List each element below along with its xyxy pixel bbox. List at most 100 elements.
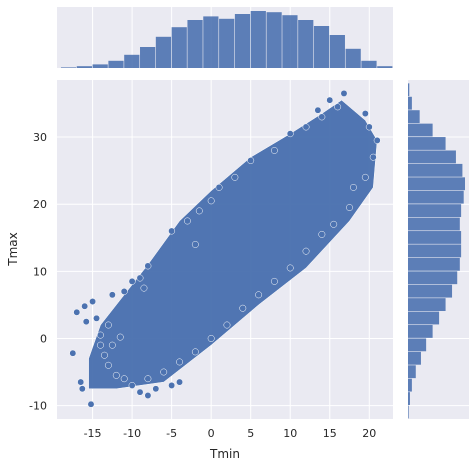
- scatter-point: [215, 183, 223, 191]
- top-marginal-panel: [57, 7, 393, 68]
- top-histogram-bar: [76, 66, 92, 68]
- right-histogram-bar: [408, 338, 427, 352]
- scatter-point: [144, 392, 152, 399]
- right-histogram-bar: [408, 177, 465, 191]
- y-tick-label: 20: [33, 198, 47, 211]
- right-histogram-bar: [408, 190, 464, 204]
- right-histogram-bar: [408, 137, 446, 150]
- scatter-point: [350, 183, 357, 191]
- scatter-point: [326, 96, 334, 104]
- top-histogram-bar: [329, 35, 345, 68]
- right-histogram-bar: [408, 96, 412, 110]
- scatter-point: [223, 321, 231, 329]
- scatter-point: [97, 341, 104, 349]
- top-histogram-bar: [266, 12, 282, 68]
- x-tick-label: 0: [208, 427, 215, 440]
- x-axis-label: Tmin: [209, 447, 240, 461]
- scatter-point: [270, 277, 278, 285]
- right-histogram-bar: [408, 123, 433, 137]
- scatter-point: [231, 173, 239, 181]
- scatter-point: [330, 220, 338, 228]
- scatter-points: [69, 89, 381, 408]
- scatter-point: [108, 291, 116, 299]
- top-histogram-bar: [361, 60, 377, 68]
- scatter-point: [365, 123, 373, 131]
- scatter-point: [361, 110, 369, 118]
- right-histogram-bar: [408, 311, 440, 325]
- y-tick-labels: -10 0 10 20 30: [29, 131, 47, 413]
- y-tick-label: -10: [29, 400, 47, 413]
- scatter-point: [112, 371, 120, 379]
- scatter-point: [104, 361, 112, 369]
- right-histogram-bar: [408, 83, 410, 97]
- x-tick-label: -10: [123, 427, 141, 440]
- scatter-point: [334, 103, 342, 111]
- scatter-point: [286, 130, 294, 138]
- scatter-point: [239, 304, 247, 312]
- scatter-point: [176, 358, 183, 366]
- scatter-point: [144, 262, 152, 270]
- scatter-point: [176, 378, 183, 386]
- scatter-point: [100, 351, 108, 359]
- top-histogram-bar: [60, 67, 77, 68]
- scatter-point: [82, 318, 90, 326]
- top-histogram-bar: [92, 64, 108, 68]
- scatter-point: [136, 274, 144, 282]
- y-tick-label: 0: [40, 332, 47, 345]
- scatter-point: [73, 308, 81, 316]
- scatter-point: [191, 241, 199, 248]
- top-histogram-bar: [313, 26, 330, 68]
- scatter-point: [373, 136, 381, 144]
- scatter-point: [340, 89, 348, 97]
- scatter-point: [286, 264, 294, 272]
- x-tick-label: 5: [247, 427, 254, 440]
- right-histogram-bar: [408, 325, 433, 338]
- scatter-point: [87, 400, 95, 408]
- scatter-point: [168, 227, 176, 235]
- scatter-point: [160, 368, 168, 376]
- right-marginal-panel: [408, 80, 469, 419]
- scatter-point: [93, 314, 100, 322]
- right-histogram-bar: [408, 150, 456, 164]
- scatter-point: [318, 230, 326, 238]
- right-histogram-bar: [408, 257, 460, 271]
- x-tick-label: 10: [283, 427, 297, 440]
- scatter-point: [302, 123, 310, 131]
- scatter-point: [128, 277, 136, 285]
- scatter-point: [369, 153, 377, 161]
- scatter-point: [81, 302, 89, 310]
- right-histogram-bar: [408, 217, 460, 231]
- scatter-point: [255, 291, 263, 299]
- top-histogram-bar: [140, 47, 156, 68]
- scatter-point: [144, 375, 152, 383]
- scatter-point: [77, 378, 85, 386]
- scatter-point: [136, 388, 144, 396]
- x-tick-label: 20: [362, 427, 376, 440]
- x-tick-label: -5: [166, 427, 177, 440]
- right-histogram-bar: [408, 378, 412, 392]
- scatter-point: [207, 197, 215, 205]
- y-tick-label: 30: [33, 131, 47, 144]
- right-histogram-bar: [408, 405, 409, 419]
- scatter-point: [195, 207, 203, 215]
- top-histogram-bar: [219, 18, 235, 68]
- scatter-point: [270, 147, 278, 154]
- top-histogram-bar: [250, 11, 266, 68]
- right-histogram-bar: [408, 163, 463, 177]
- right-histogram-bar: [408, 110, 420, 124]
- y-axis-label: Tmax: [6, 232, 20, 266]
- scatter-point: [346, 204, 353, 211]
- scatter-point: [78, 385, 86, 393]
- top-histogram-bar: [234, 14, 251, 68]
- scatter-point: [140, 284, 148, 292]
- right-marginal-histogram: [408, 83, 465, 419]
- scatter-point: [191, 348, 199, 356]
- x-tick-label: 15: [323, 427, 337, 440]
- top-histogram-bar: [124, 54, 140, 68]
- scatter-point: [120, 375, 128, 383]
- top-histogram-bar: [108, 60, 124, 68]
- scatter-point: [116, 333, 124, 341]
- scatter-point: [183, 217, 191, 225]
- scatter-point: [314, 106, 322, 114]
